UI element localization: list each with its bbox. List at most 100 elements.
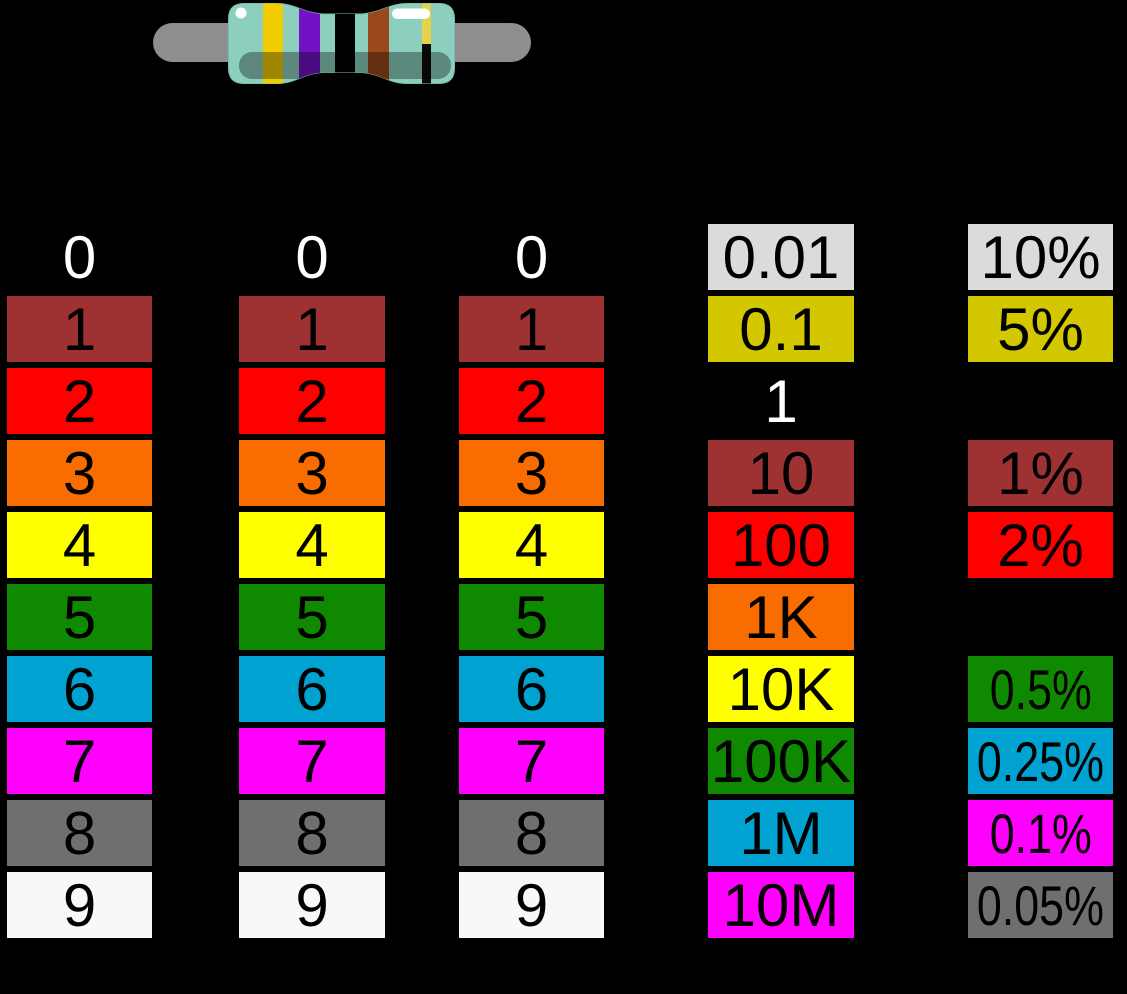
resistor-band-yellow [263,3,283,84]
digit-2-violet-cell: 7 [239,727,385,795]
tolerance-gold-cell: 5% [968,295,1113,363]
multiplier-label: 0.01 [722,223,840,291]
tolerance-blue-cell: 0.25% [968,728,1113,794]
digit-3-label: 1 [514,295,549,363]
multiplier-label: 1 [764,367,798,435]
column-multiplier: 0.01 0.1 1 10 100 1K 10K 100K 1M 10M [708,224,854,944]
digit-3-label: 4 [514,511,549,579]
resistor-highlight-dot [235,7,247,19]
tolerance-label: 10% [980,223,1101,291]
resistor-band-black [335,3,355,84]
digit-3-yellow-cell: 4 [459,511,604,579]
digit-2-label: 9 [295,871,329,939]
multiplier-red-cell: 100 [708,511,854,579]
digit-1-white-cell: 9 [7,871,152,939]
column-tolerance: 10% 5% 1% 2% 0.5% 0.25% 0.1% 0.05% [968,224,1113,944]
resistor-highlight [392,8,430,19]
tolerance-brown-cell: 1% [968,440,1113,507]
resistor-body-shade [239,52,451,79]
digit-2-red-cell: 2 [239,367,385,435]
digit-1-black-cell: 0 [7,223,152,291]
multiplier-blue-cell: 1M [708,799,854,867]
digit-3-white-cell: 9 [459,871,604,939]
digit-1-green-cell: 5 [7,583,152,651]
multiplier-label: 10K [727,655,835,723]
multiplier-label: 1K [744,583,818,651]
digit-2-brown-cell: 1 [239,295,385,363]
multiplier-label: 100K [710,727,852,795]
digit-2-label: 4 [295,511,329,579]
digit-3-label: 9 [514,871,549,939]
digit-1-label: 1 [62,295,97,363]
tolerance-label: 0.5% [989,657,1092,721]
multiplier-green-cell: 100K [708,727,854,795]
multiplier-black-cell: 1 [708,367,854,435]
digit-3-label: 8 [514,799,549,867]
multiplier-label: 1M [739,799,823,867]
digit-3-red-cell: 2 [459,367,604,435]
digit-3-label: 3 [514,439,549,507]
digit-1-blue-cell: 6 [7,655,152,723]
tolerance-label: 0.05% [976,873,1105,937]
digit-1-orange-cell: 3 [7,439,152,507]
digit-2-green-cell: 5 [239,583,385,651]
digit-1-label: 8 [62,799,97,867]
digit-2-grey-cell: 8 [239,799,385,867]
digit-2-label: 6 [295,655,329,723]
tolerance-red-cell: 2% [968,511,1113,579]
digit-3-grey-cell: 8 [459,799,604,867]
digit-1-label: 0 [62,223,97,291]
resistor-band-brown [368,3,389,84]
digit-1-label: 7 [62,727,97,795]
digit-1-violet-cell: 7 [7,727,152,795]
digit-1-label: 2 [62,367,97,435]
digit-2-label: 0 [295,223,329,291]
digit-1-label: 5 [62,583,97,651]
color-code-grid: 0 1 2 3 4 5 6 7 8 9 0 1 2 3 4 5 6 7 8 9 0 1 2 3 4 5 6 7 8 9 0.01 0.1 1 10… [0,224,1127,944]
digit-3-label: 0 [514,223,549,291]
digit-2-label: 3 [295,439,329,507]
digit-2-label: 1 [295,295,329,363]
tolerance-label: 0.1% [989,801,1092,865]
digit-2-label: 2 [295,367,329,435]
digit-3-blue-cell: 6 [459,655,604,723]
digit-3-label: 6 [514,655,549,723]
multiplier-silver-cell: 0.01 [708,223,854,291]
digit-2-blue-cell: 6 [239,655,385,723]
multiplier-yellow-cell: 10K [708,655,854,723]
tolerance-grey-cell: 0.05% [968,872,1113,938]
digit-1-label: 9 [62,871,97,939]
tolerance-label: 0.25% [976,729,1105,793]
digit-3-label: 7 [514,727,549,795]
multiplier-label: 10 [747,439,815,507]
digit-1-grey-cell: 8 [7,799,152,867]
tolerance-label: 5% [997,295,1084,363]
digit-1-red-cell: 2 [7,367,152,435]
resistor-band-violet [299,3,320,84]
digit-2-black-cell: 0 [239,223,385,291]
multiplier-label: 100 [730,511,832,579]
tolerance-violet-cell: 0.1% [968,800,1113,866]
digit-2-label: 7 [295,727,329,795]
tolerance-label: 2% [997,511,1084,579]
tolerance-green-cell: 0.5% [968,656,1113,722]
digit-1-brown-cell: 1 [7,295,152,363]
digit-2-label: 8 [295,799,329,867]
digit-1-yellow-cell: 4 [7,511,152,579]
digit-1-label: 4 [62,511,97,579]
digit-1-label: 3 [62,439,97,507]
digit-1-label: 6 [62,655,97,723]
multiplier-brown-cell: 10 [708,439,854,507]
resistor-illustration [153,3,531,84]
tolerance-silver-cell: 10% [968,223,1113,291]
digit-3-label: 2 [514,367,549,435]
digit-2-label: 5 [295,583,329,651]
digit-2-orange-cell: 3 [239,439,385,507]
resistor-band-gold [422,3,431,44]
digit-3-label: 5 [514,583,549,651]
digit-2-white-cell: 9 [239,871,385,939]
multiplier-violet-cell: 10M [708,872,854,939]
